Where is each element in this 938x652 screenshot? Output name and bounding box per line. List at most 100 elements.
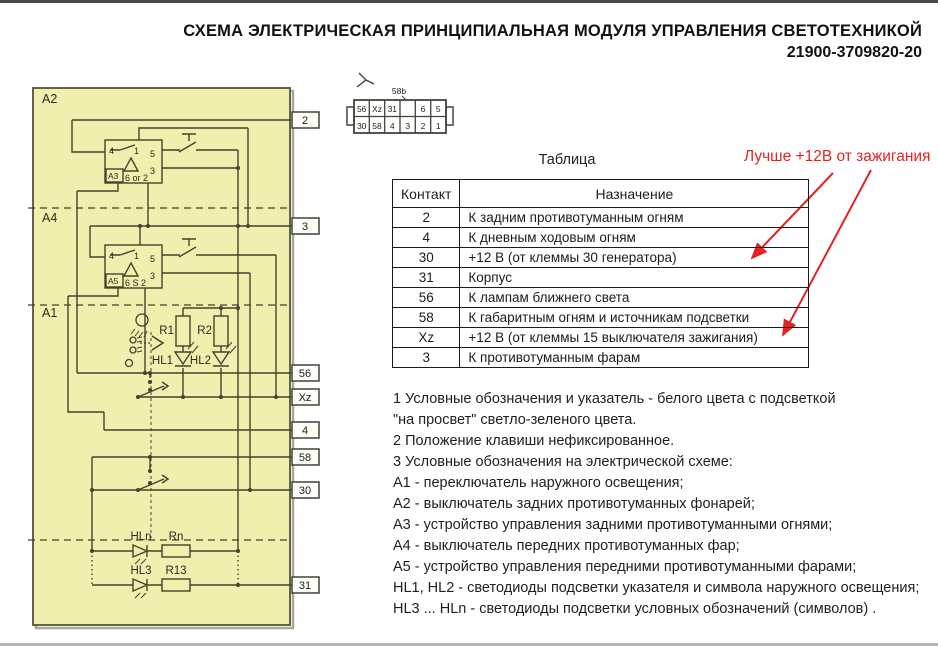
connector-pinout: 58b 56 Xz 31 6 5 30 58 4 3 2 1 [346, 72, 454, 134]
a5-pins-bottom: 6 S 2 [125, 278, 146, 288]
a5-pin-5: 5 [150, 254, 155, 264]
contact-xz: Xz [299, 392, 312, 404]
a5-tag: A5 [108, 276, 119, 286]
label-hl2: HL2 [190, 355, 211, 367]
a5-pin-3: 3 [150, 271, 155, 281]
led-hl3 [132, 577, 149, 593]
table-row: 3 К противотуманным фарам [391, 347, 810, 368]
title-block: СХЕМА ЭЛЕКТРИЧЕСКАЯ ПРИНЦИПИАЛЬНАЯ МОДУЛ… [183, 22, 922, 62]
resistor-r13 [161, 578, 191, 592]
label-hl1: HL1 [152, 355, 173, 367]
table-row: 4 К дневным ходовым огням [391, 227, 810, 248]
cell-contact: Xz [391, 327, 461, 348]
label-hl3: HL3 [130, 565, 151, 577]
light-switch-icon [124, 313, 165, 538]
cell-contact: 31 [391, 267, 461, 288]
cell-purpose: К габаритным огням и источникам подсветк… [459, 307, 810, 328]
connector-label-58b: 58b [392, 86, 406, 96]
conn-cell: 5 [436, 104, 441, 114]
resistor-r1 [175, 315, 191, 347]
cell-contact: 58 [391, 307, 461, 328]
note-line: А2 - выключатель задних противотуманных … [393, 496, 755, 512]
notes-block: 1 Условные обозначения и указатель - бел… [393, 389, 919, 620]
cell-contact: 30 [391, 247, 461, 268]
label-r1: R1 [159, 325, 174, 337]
table-header-row: Контакт Назначение [391, 179, 810, 208]
rotary-switch-1 [136, 371, 170, 399]
pushbutton-a2 [178, 133, 197, 153]
illumination-leds: HLn Rn HL3 R13 [130, 531, 191, 599]
led-hl2 [211, 351, 231, 367]
conn-cell: 31 [388, 104, 398, 114]
note-line: HL3 ... HLn - светодиоды подсветки услов… [393, 601, 877, 617]
cell-purpose: +12 В (от клеммы 15 выключателя зажигани… [459, 327, 810, 348]
table-row: 56 К лампам ближнего света [391, 287, 810, 308]
section-label-a1: A1 [42, 306, 57, 320]
conn-cell: Xz [372, 104, 382, 114]
conn-cell: 3 [405, 121, 410, 131]
led-hl1 [173, 351, 193, 367]
contact-30: 30 [299, 485, 311, 497]
conn-cell: 2 [421, 121, 426, 131]
conn-cell: 30 [357, 121, 367, 131]
a3-pins-bottom: 6 or 2 [125, 173, 148, 183]
note-line: 1 Условные обозначения и указатель - бел… [393, 391, 836, 407]
note-line: HL1, HL2 - светодиоды подсветки указател… [393, 580, 920, 596]
a3-pin-1: 1 [134, 146, 139, 156]
rotary-switch-2 [136, 455, 170, 492]
note-line: 3 Условные обозначения на электрической … [393, 454, 733, 470]
table-row: Xz +12 В (от клеммы 15 выключателя зажиг… [391, 327, 810, 348]
a5-pin-4: 4 [109, 251, 114, 261]
block-a5: 4 1 5 3 A5 6 S 2 [104, 244, 163, 289]
page-title: СХЕМА ЭЛЕКТРИЧЕСКАЯ ПРИНЦИПИАЛЬНАЯ МОДУЛ… [183, 22, 922, 40]
label-hln: HLn [130, 531, 151, 543]
led-hln [132, 543, 149, 559]
col-header-contact: Контакт [391, 179, 461, 208]
conn-cell: 56 [357, 104, 367, 114]
red-annotation: Лучше +12В от зажигания [744, 148, 931, 165]
contact-58: 58 [299, 452, 311, 464]
contact-2: 2 [302, 115, 308, 127]
part-number: 21900-3709820-20 [786, 44, 922, 61]
cell-contact: 56 [391, 287, 461, 308]
contact-56: 56 [299, 368, 311, 380]
contact-4: 4 [302, 425, 308, 437]
bottom-border-line [0, 643, 938, 646]
cell-purpose: Корпус [459, 267, 810, 288]
junction-dots [90, 166, 278, 587]
section-label-a4: A4 [42, 211, 57, 225]
wires [67, 119, 292, 586]
top-border-line [0, 0, 938, 3]
conn-cell: 4 [390, 121, 395, 131]
label-r2: R2 [197, 325, 212, 337]
led-resistor-network: R1 R2 HL1 HL2 [152, 315, 237, 367]
pushbutton-a4 [178, 238, 197, 258]
cell-contact: 4 [391, 227, 461, 248]
table-row: 58 К габаритным огням и источникам подсв… [391, 307, 810, 328]
contacts-table: Контакт Назначение 2 К задним противотум… [391, 179, 810, 368]
a3-pin-3: 3 [150, 166, 155, 176]
table-caption: Таблица [538, 152, 596, 168]
note-line: А1 - переключатель наружного освещения; [393, 475, 684, 491]
cell-contact: 2 [391, 207, 461, 228]
contact-31: 31 [299, 580, 311, 592]
a5-pin-1: 1 [134, 251, 139, 261]
table-row: 30 +12 В (от клеммы 30 генератора) [391, 247, 810, 268]
note-line: А3 - устройство управления задними проти… [393, 517, 833, 533]
resistor-r2 [213, 315, 229, 347]
col-header-purpose: Назначение [459, 179, 810, 208]
conn-cell: 6 [421, 104, 426, 114]
block-a3: 4 1 5 3 A3 6 or 2 [104, 139, 163, 184]
label-r13: R13 [165, 565, 186, 577]
table-row: 2 К задним противотуманным огням [391, 207, 810, 228]
cell-purpose: +12 В (от клеммы 30 генератора) [459, 247, 810, 268]
cell-purpose: К дневным ходовым огням [459, 227, 810, 248]
a3-tag: A3 [108, 171, 119, 181]
cell-purpose: К противотуманным фарам [459, 347, 810, 368]
contact-tabs: 2 3 56 Xz 4 58 30 31 [291, 111, 320, 594]
cell-contact: 3 [391, 347, 461, 368]
cell-purpose: К задним противотуманным огням [459, 207, 810, 228]
table-row: 31 Корпус [391, 267, 810, 288]
